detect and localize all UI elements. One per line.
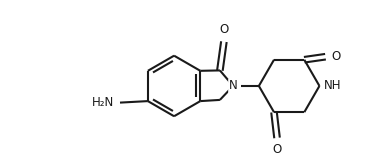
- Text: O: O: [331, 50, 340, 63]
- Text: N: N: [229, 79, 238, 92]
- Text: N: N: [229, 79, 238, 92]
- Text: O: O: [272, 143, 282, 157]
- Text: H₂N: H₂N: [92, 96, 114, 109]
- Text: O: O: [219, 23, 229, 36]
- Text: NH: NH: [324, 79, 342, 92]
